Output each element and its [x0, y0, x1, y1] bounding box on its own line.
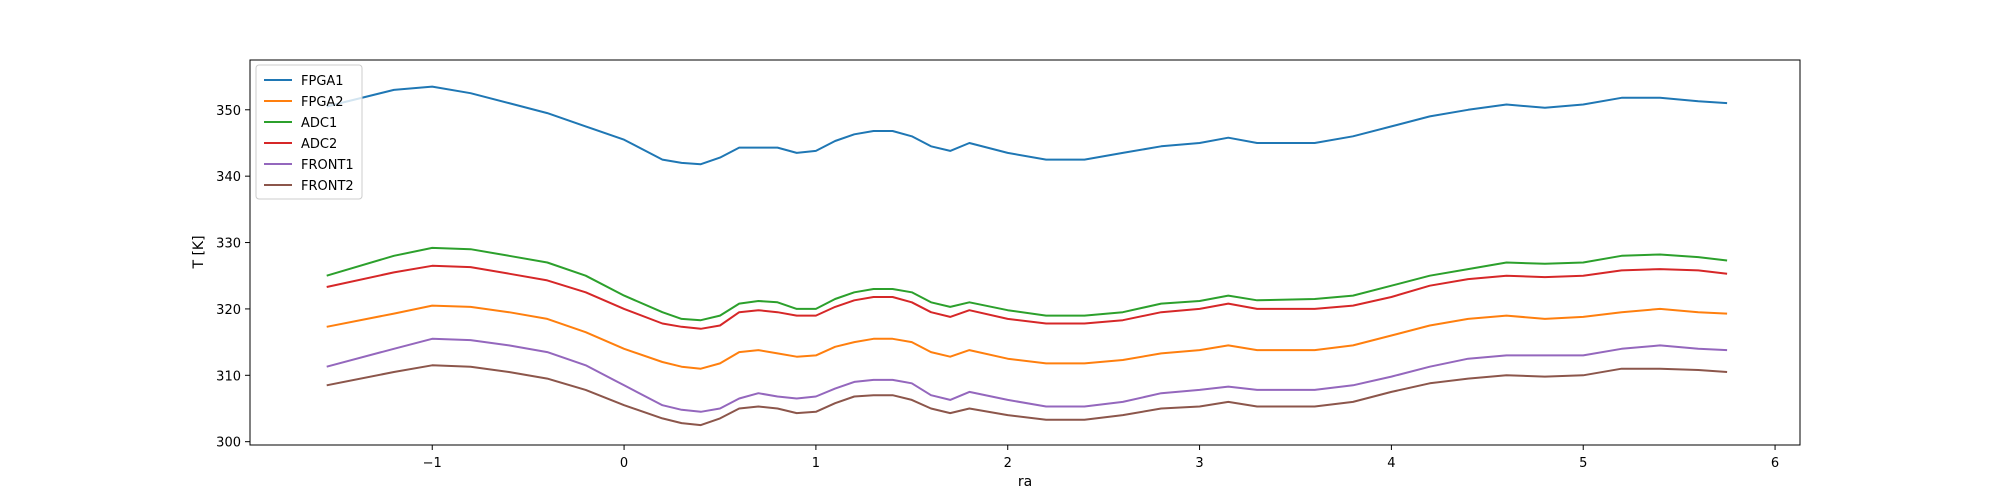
y-axis-label: T [K]	[191, 235, 207, 269]
legend-label-fpga1: FPGA1	[301, 74, 344, 89]
x-tick-label: 0	[620, 456, 628, 471]
y-tick-label: 300	[216, 436, 241, 451]
series-line-adc1	[326, 246, 1728, 322]
x-tick-label: 1	[812, 456, 820, 471]
y-tick-label: 310	[216, 369, 241, 384]
legend-label-front1: FRONT1	[301, 158, 354, 173]
legend-label-adc2: ADC2	[301, 137, 337, 152]
legend-label-front2: FRONT2	[301, 179, 354, 194]
x-tick-label: 3	[1195, 456, 1203, 471]
x-tick-label: 4	[1387, 456, 1395, 471]
x-tick-label: 5	[1579, 456, 1587, 471]
y-tick-label: 320	[216, 303, 241, 318]
legend-box	[255, 64, 363, 200]
x-tick-label: −1	[423, 456, 442, 471]
series-line-front1	[326, 337, 1728, 413]
series-line-fpga2	[326, 304, 1728, 370]
legend: FPGA1 FPGA2 ADC1 ADC2 FRONT1 FRONT2	[255, 64, 363, 200]
y-tick-label: 340	[216, 170, 241, 185]
y-tick-label: 330	[216, 237, 241, 252]
x-axis-label: ra	[1018, 474, 1032, 490]
series-line-adc2	[326, 264, 1728, 330]
axis-ticks: −1 0 1 2 3 4 5 6 300 310 320 330 340 350	[216, 104, 1779, 471]
y-tick-label: 350	[216, 104, 241, 119]
x-tick-label: 6	[1771, 456, 1779, 471]
series-line-front2	[326, 364, 1728, 427]
x-tick-label: 2	[1004, 456, 1012, 471]
legend-label-adc1: ADC1	[301, 116, 337, 131]
series-line-fpga1	[326, 85, 1728, 166]
legend-label-fpga2: FPGA2	[301, 95, 344, 110]
plot-frame	[249, 59, 1801, 446]
